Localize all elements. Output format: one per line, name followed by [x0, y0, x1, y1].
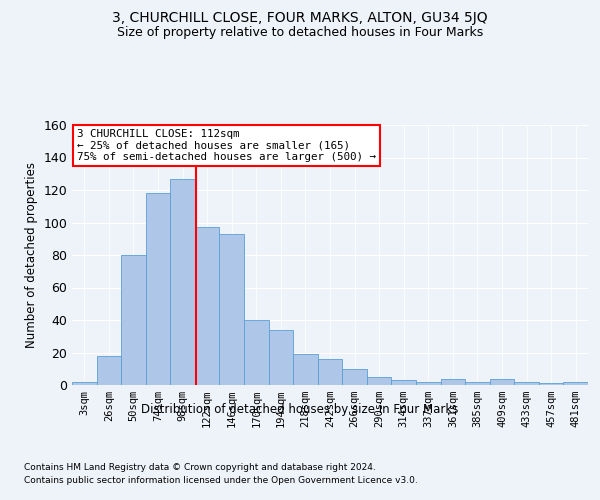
Text: Contains public sector information licensed under the Open Government Licence v3: Contains public sector information licen…	[24, 476, 418, 485]
Bar	[465, 382, 490, 385]
Bar	[146, 193, 170, 385]
Bar	[121, 255, 146, 385]
Bar	[97, 356, 121, 385]
Text: Distribution of detached houses by size in Four Marks: Distribution of detached houses by size …	[142, 402, 458, 415]
Bar	[195, 228, 220, 385]
Text: 3 CHURCHILL CLOSE: 112sqm
← 25% of detached houses are smaller (165)
75% of semi: 3 CHURCHILL CLOSE: 112sqm ← 25% of detac…	[77, 129, 376, 162]
Bar	[170, 178, 195, 385]
Bar	[391, 380, 416, 385]
Bar	[490, 378, 514, 385]
Bar	[563, 382, 588, 385]
Bar	[318, 359, 342, 385]
Bar	[342, 369, 367, 385]
Bar	[293, 354, 318, 385]
Text: Contains HM Land Registry data © Crown copyright and database right 2024.: Contains HM Land Registry data © Crown c…	[24, 462, 376, 471]
Text: 3, CHURCHILL CLOSE, FOUR MARKS, ALTON, GU34 5JQ: 3, CHURCHILL CLOSE, FOUR MARKS, ALTON, G…	[112, 11, 488, 25]
Bar	[416, 382, 440, 385]
Bar	[220, 234, 244, 385]
Bar	[440, 378, 465, 385]
Bar	[244, 320, 269, 385]
Bar	[72, 382, 97, 385]
Bar	[514, 382, 539, 385]
Y-axis label: Number of detached properties: Number of detached properties	[25, 162, 38, 348]
Bar	[539, 384, 563, 385]
Bar	[269, 330, 293, 385]
Text: Size of property relative to detached houses in Four Marks: Size of property relative to detached ho…	[117, 26, 483, 39]
Bar	[367, 377, 391, 385]
